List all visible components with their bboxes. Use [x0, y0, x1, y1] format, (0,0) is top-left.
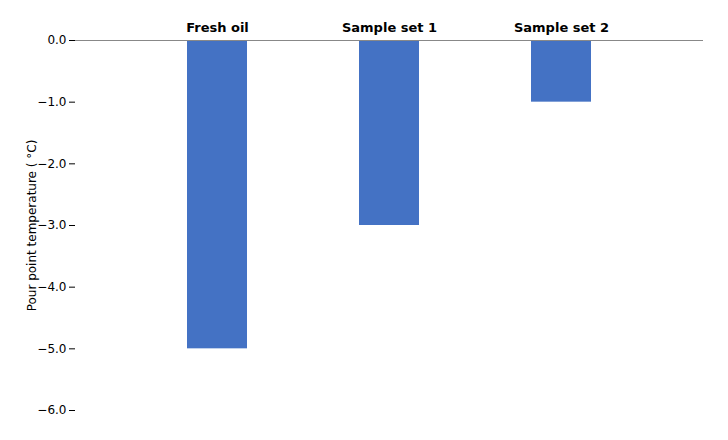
svg-text:Fresh oil: Fresh oil [186, 20, 249, 35]
svg-text:Sample set 2: Sample set 2 [514, 20, 609, 35]
svg-text:−3.0: −3.0 [37, 218, 66, 232]
svg-text:−4.0: −4.0 [37, 280, 66, 294]
svg-text:Pour point temperature ( °C): Pour point temperature ( °C) [25, 140, 39, 312]
svg-text:−5.0: −5.0 [37, 342, 66, 356]
svg-text:0.0: 0.0 [47, 33, 66, 47]
svg-text:−6.0: −6.0 [37, 403, 66, 417]
svg-text:−1.0: −1.0 [37, 95, 66, 109]
svg-text:Sample set 1: Sample set 1 [342, 20, 437, 35]
svg-text:−2.0: −2.0 [37, 157, 66, 171]
